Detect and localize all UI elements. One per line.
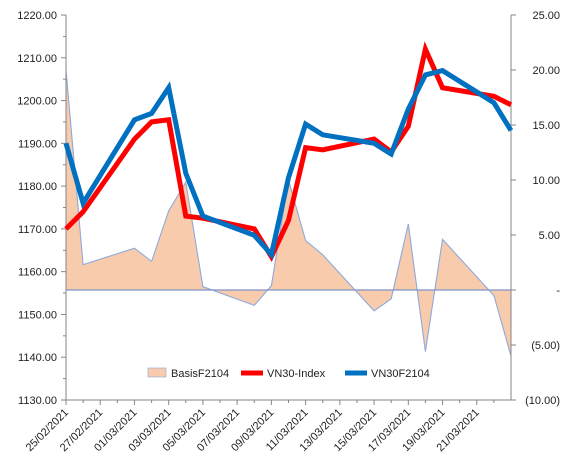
legend-label-vn30-index: VN30-Index bbox=[267, 368, 326, 380]
left-y-tick-label: 1200.00 bbox=[17, 96, 57, 108]
left-y-tick-label: 1140.00 bbox=[18, 352, 57, 364]
index-lines bbox=[63, 41, 514, 262]
left-y-tick-label: 1180.00 bbox=[18, 181, 57, 193]
legend-label-vn30f2104: VN30F2104 bbox=[371, 368, 430, 380]
right-y-tick-label: (10.00) bbox=[525, 395, 560, 407]
left-y-tick-label: 1130.00 bbox=[18, 395, 57, 407]
left-y-tick-label: 1150.00 bbox=[18, 309, 57, 321]
right-y-tick-label: 20.00 bbox=[532, 65, 560, 77]
left-y-tick-label: 1190.00 bbox=[18, 138, 57, 150]
legend-label-basis: BasisF2104 bbox=[171, 368, 229, 380]
series-line-vn30-index bbox=[64, 41, 513, 262]
right-y-tick-label: - bbox=[556, 285, 560, 297]
right-y-tick-label: 25.00 bbox=[532, 10, 560, 22]
right-y-tick-label: 5.00 bbox=[539, 230, 560, 242]
left-y-tick-label: 1220.00 bbox=[17, 10, 57, 22]
left-y-tick-label: 1160.00 bbox=[18, 267, 57, 279]
right-y-tick-label: (5.00) bbox=[531, 340, 560, 352]
right-y-tick-label: 10.00 bbox=[532, 175, 560, 187]
left-y-tick-label: 1170.00 bbox=[18, 224, 57, 236]
left-y-tick-label: 1210.00 bbox=[17, 53, 57, 65]
right-y-tick-label: 15.00 bbox=[532, 120, 560, 132]
legend-swatch-basis bbox=[147, 367, 167, 378]
legend: BasisF2104 VN30-Index VN30F2104 bbox=[147, 367, 430, 380]
